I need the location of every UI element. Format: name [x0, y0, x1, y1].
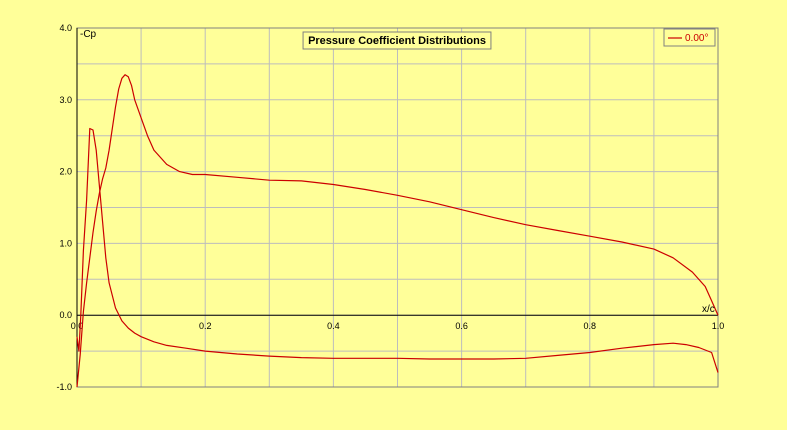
y-tick-label: 1.0	[59, 238, 72, 248]
x-tick-label: 0.4	[327, 321, 340, 331]
series-layer	[76, 74, 719, 388]
y-axis-label: -Cp	[80, 29, 97, 40]
x-tick-label: 0.6	[455, 321, 468, 331]
y-tick-label: -1.0	[56, 382, 72, 392]
title-box: Pressure Coefficient Distributions	[302, 31, 492, 50]
x-axis-label: x/c	[702, 304, 715, 315]
x-tick-label: 0.0	[71, 321, 84, 331]
chart-title: Pressure Coefficient Distributions	[308, 35, 486, 47]
x-tick-label: 0.8	[584, 321, 597, 331]
y-tick-label: 0.0	[59, 310, 72, 320]
y-tick-label: 2.0	[59, 167, 72, 177]
y-tick-label: 3.0	[59, 95, 72, 105]
series-line-upper	[76, 74, 719, 388]
tick-labels: -1.0 0.0 1.0 2.0 3.0 4.0 0.0 0.2 0.4 0.6 0.8 1.0	[56, 23, 724, 392]
x-tick-label: 1.0	[712, 321, 725, 331]
axes	[76, 27, 719, 388]
series-line-lower	[76, 127, 719, 373]
legend-entry: 0.00°	[685, 33, 708, 44]
x-tick-label: 0.2	[199, 321, 212, 331]
y-tick-label: 4.0	[59, 23, 72, 33]
legend: 0.00°	[663, 28, 716, 47]
